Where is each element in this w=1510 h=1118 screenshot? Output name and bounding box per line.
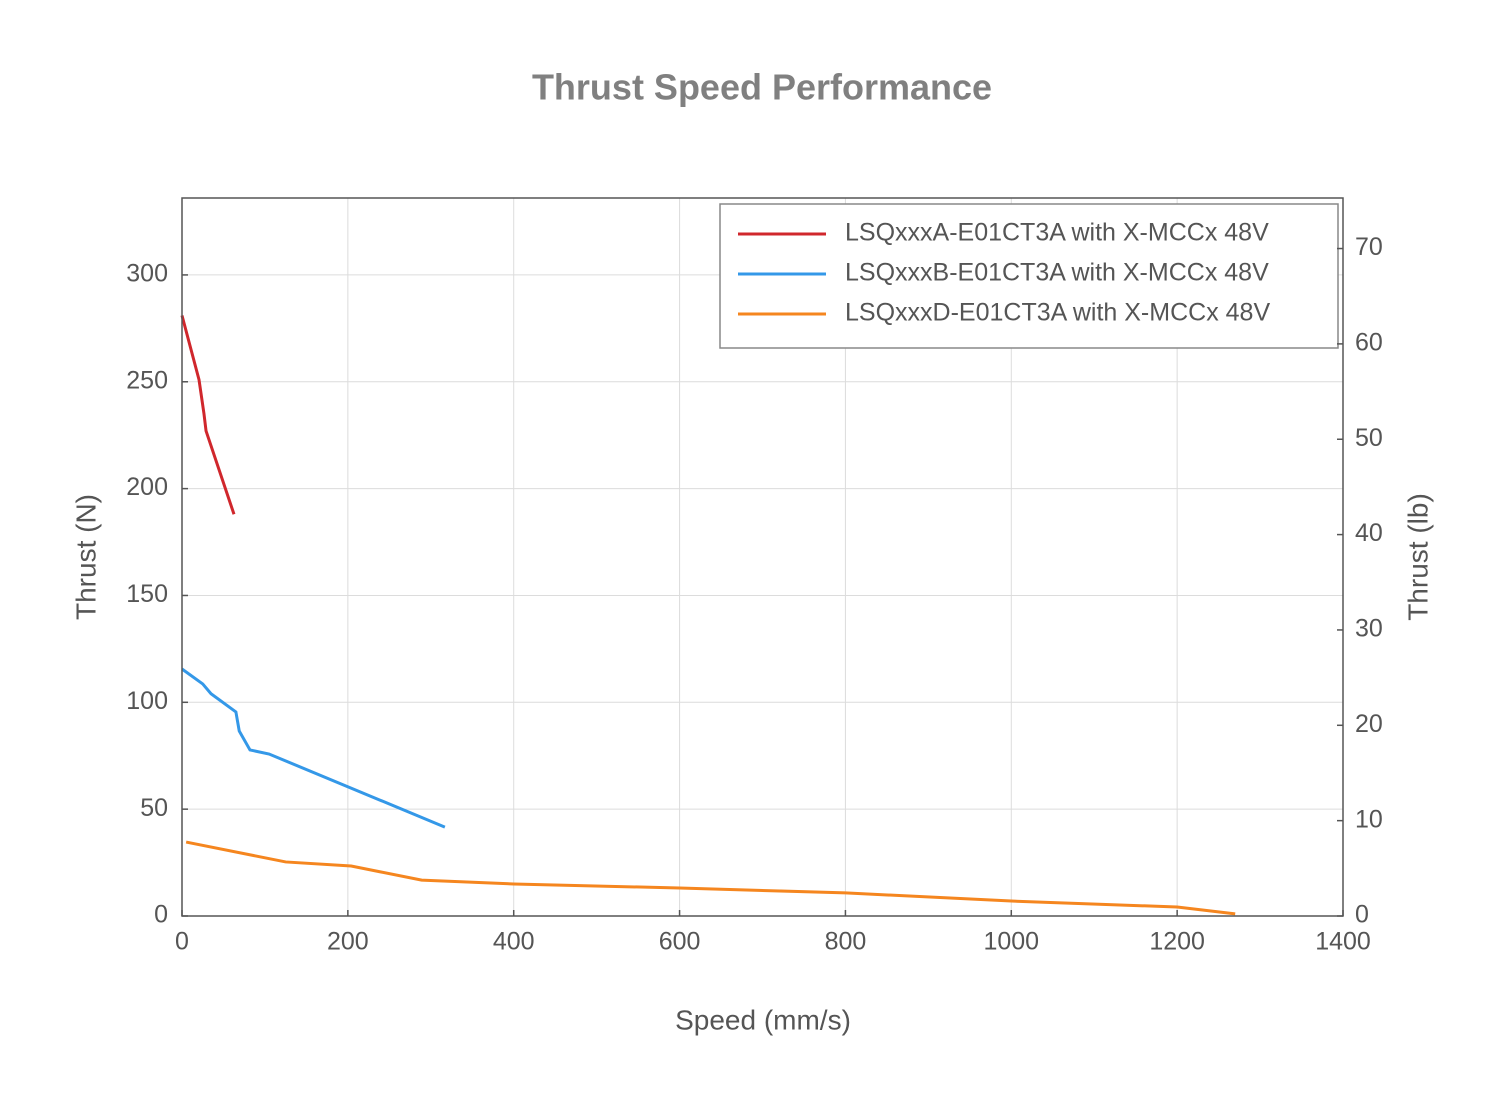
y2-tick-label: 20 xyxy=(1355,710,1383,738)
chart-title: Thrust Speed Performance xyxy=(532,67,992,108)
legend-box xyxy=(719,203,1339,349)
x-axis-label: Speed (mm/s) xyxy=(675,1004,851,1035)
x-tick-label: 1000 xyxy=(983,928,1039,956)
legend-label: LSQxxxD-E01CT3A with X-MCCx 48V xyxy=(845,299,1270,327)
y-axis-label: Thrust (N) xyxy=(70,494,101,620)
y2-tick-label: 0 xyxy=(1355,901,1369,929)
x-tick-label: 1200 xyxy=(1149,928,1205,956)
x-tick-label: 400 xyxy=(493,928,535,956)
x-tick-label: 200 xyxy=(327,928,369,956)
y-tick-label: 150 xyxy=(126,580,168,608)
y2-tick-label: 50 xyxy=(1355,424,1383,452)
x-tick-label: 0 xyxy=(175,928,189,956)
y2-tick-label: 40 xyxy=(1355,519,1383,547)
x-tick-label: 600 xyxy=(659,928,701,956)
x-tick-label: 1400 xyxy=(1315,928,1371,956)
legend-label: LSQxxxB-E01CT3A with X-MCCx 48V xyxy=(845,259,1269,287)
y2-tick-label: 10 xyxy=(1355,805,1383,833)
y-tick-label: 100 xyxy=(126,687,168,715)
y2-tick-label: 30 xyxy=(1355,615,1383,643)
series-line xyxy=(180,315,236,515)
x-tick-label: 800 xyxy=(825,928,867,956)
y-tick-label: 300 xyxy=(126,260,168,288)
y-tick-label: 250 xyxy=(126,366,168,394)
legend-label: LSQxxxA-E01CT3A with X-MCCx 48V xyxy=(845,219,1269,247)
y2-tick-label: 60 xyxy=(1355,328,1383,356)
y2-tick-label: 70 xyxy=(1355,233,1383,261)
y-tick-label: 200 xyxy=(126,473,168,501)
y-tick-label: 0 xyxy=(154,901,168,929)
y2-axis-label: Thrust (lb) xyxy=(1402,493,1433,621)
legend: LSQxxxA-E01CT3A with X-MCCx 48V LSQxxxB-E… xyxy=(719,203,1339,349)
plot-area xyxy=(180,315,1236,916)
series-line xyxy=(185,840,1236,916)
y-tick-label: 50 xyxy=(140,794,168,822)
plot-frame xyxy=(181,197,1344,917)
series-line xyxy=(181,667,446,829)
